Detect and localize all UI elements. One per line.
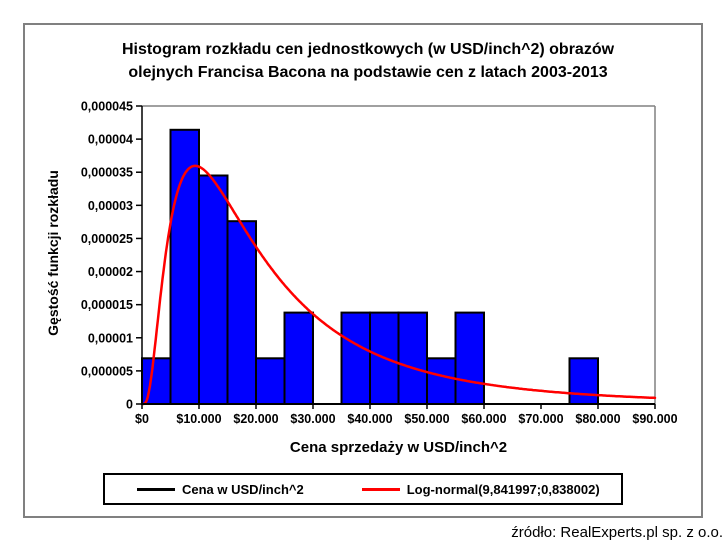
histogram-bar xyxy=(226,220,257,405)
x-tick-label: $10.000 xyxy=(176,412,221,426)
chart-title-line1: Histogram rozkładu cen jednostkowych (w … xyxy=(121,41,615,58)
y-tick-label: 0,000045 xyxy=(81,100,133,114)
x-tick-label: $60.000 xyxy=(461,412,506,426)
histogram-bar xyxy=(169,128,200,406)
y-tick-label: 0 xyxy=(126,398,133,412)
lognormal-curve xyxy=(141,164,657,406)
y-tick-label: 0,00001 xyxy=(88,331,133,345)
x-axis-title: Cena sprzedaży w USD/inch^2 xyxy=(289,439,508,456)
y-tick-label: 0,000035 xyxy=(81,166,133,180)
source-note: źródło: RealExperts.pl sp. z o.o. xyxy=(511,524,723,541)
x-tick-label: $30.000 xyxy=(290,412,335,426)
plot-area: 0 0,000005 0,00001 0,000015 0,00002 0,000025 0… xyxy=(81,100,678,427)
histogram-bar xyxy=(141,357,172,405)
chart-title: Histogram rozkładu cen jednostkowych (w … xyxy=(45,38,691,84)
y-tick-label: 0,00002 xyxy=(88,265,133,279)
x-tick-label: $40.000 xyxy=(347,412,392,426)
y-tick-label: 0,00004 xyxy=(88,133,133,147)
legend-label-price: Cena w USD/inch^2 xyxy=(182,481,304,497)
histogram-bar xyxy=(283,311,314,406)
legend-box: Cena w USD/inch^2 Log-normal(9,841997;0,… xyxy=(103,473,623,505)
y-tick-label: 0,000025 xyxy=(81,232,133,246)
chart-title-line2: olejnych Francisa Bacona na podstawie ce… xyxy=(128,64,608,81)
x-tick-label: $90.000 xyxy=(632,412,677,426)
x-tick-label: $50.000 xyxy=(404,412,449,426)
x-tick-label: $20.000 xyxy=(233,412,278,426)
chart-frame: 0 0,000005 0,00001 0,000015 0,00002 0,000025 0… xyxy=(23,23,703,518)
histogram-bar xyxy=(255,357,286,405)
histogram-bar xyxy=(198,174,229,405)
y-tick-label: 0,000015 xyxy=(81,298,133,312)
legend-entry-price: Cena w USD/inch^2 xyxy=(137,482,304,497)
histogram-bar xyxy=(397,311,428,406)
histogram-bar xyxy=(454,311,485,406)
legend-line-swatch-black xyxy=(137,487,175,491)
y-tick-label: 0,00003 xyxy=(88,199,133,213)
histogram-bar xyxy=(426,357,457,405)
x-tick-label: $0 xyxy=(135,412,149,426)
histogram-bar xyxy=(568,357,599,405)
x-tick-label: $70.000 xyxy=(518,412,563,426)
legend-entry-lognormal: Log-normal(9,841997;0,838002) xyxy=(361,481,600,497)
histogram-bar xyxy=(340,311,371,406)
y-tick-label: 0,000005 xyxy=(81,364,133,378)
x-tick-label: $80.000 xyxy=(575,412,620,426)
legend-label-lognormal: Log-normal(9,841997;0,838002) xyxy=(406,481,600,497)
y-axis-title: Gęstość funkcji rozkładu xyxy=(45,170,61,336)
legend-line-swatch-red xyxy=(361,487,400,491)
